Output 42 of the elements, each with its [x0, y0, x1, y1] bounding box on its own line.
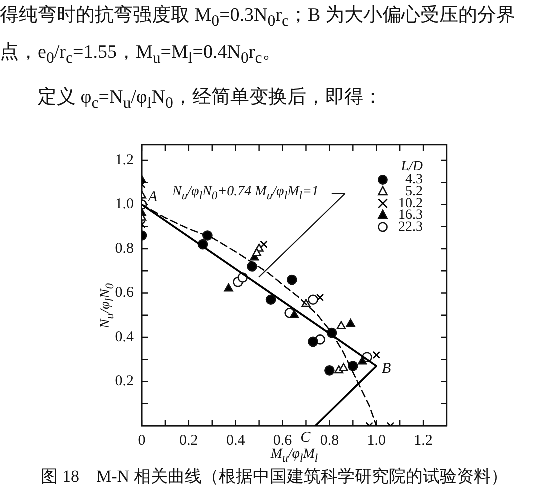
- point: [308, 294, 318, 306]
- y-tick-label: 1.0: [115, 196, 134, 213]
- legend-label: 22.3: [398, 220, 423, 235]
- x-tick-label: 1.2: [414, 432, 433, 449]
- y-tick-label: 0.4: [115, 329, 134, 346]
- x-tick-label: 1.0: [367, 432, 386, 449]
- y-tick-label: 0.8: [115, 240, 134, 257]
- annotation: B: [382, 361, 392, 378]
- point: [266, 294, 276, 306]
- point: [224, 284, 234, 292]
- y-tick-label: 0.6: [115, 285, 134, 302]
- point: [372, 351, 380, 360]
- y-tick-label: 1.2: [115, 152, 134, 168]
- legend-label: 5.2: [406, 184, 423, 200]
- point: [287, 274, 298, 286]
- annotation: A: [147, 190, 158, 206]
- y-tick-label: 0.2: [115, 374, 134, 390]
- point: [348, 361, 358, 372]
- point: [336, 321, 346, 330]
- x-tick-label: 0.6: [273, 432, 293, 449]
- x-tick-label: 0.4: [226, 432, 246, 449]
- point: [290, 310, 300, 318]
- point: [324, 366, 335, 376]
- text: 得纯弯时的抗弯强度取 M$_{0}$=0.3N$_{0}$r$_{c}$；B 为大小偏心受压的分界: [0, 4, 516, 32]
- text: 图 18 M-N 相关曲线（根据中国建筑科学研究院的试验资料）: [40, 466, 509, 488]
- x-tick-label: 0: [138, 432, 146, 449]
- x-tick-label: 0.8: [320, 432, 340, 449]
- legend-title: L/D: [400, 160, 423, 175]
- point: [252, 248, 262, 256]
- point: [339, 363, 348, 372]
- text: 点，e$_{0}$/r$_{c}$=1.55，M$_{u}$=M$_{l}$=0.4N$_{0}$r$_{c}$。: [0, 42, 282, 67]
- x-tick-label: 0.2: [180, 432, 198, 449]
- text: 定义 φ$_{c}$=N$_{u}$/φ$_{l}$N$_{0}$，经简单变换后，即得：: [38, 87, 382, 112]
- x-axis-title: M$_{u}$/φ$_{l}$M$_{l}$: [270, 447, 318, 466]
- point: [358, 356, 368, 365]
- point: [316, 294, 324, 302]
- point: [346, 319, 356, 328]
- text: N$_{u}$/φ$_{l}$N$_{0}$+0.74 M$_{u}$/φ$_{l}$M$_{l}$=1: [172, 184, 319, 203]
- point: [308, 336, 318, 348]
- point: [247, 262, 258, 272]
- point: [260, 240, 268, 248]
- annotation: C: [300, 430, 312, 446]
